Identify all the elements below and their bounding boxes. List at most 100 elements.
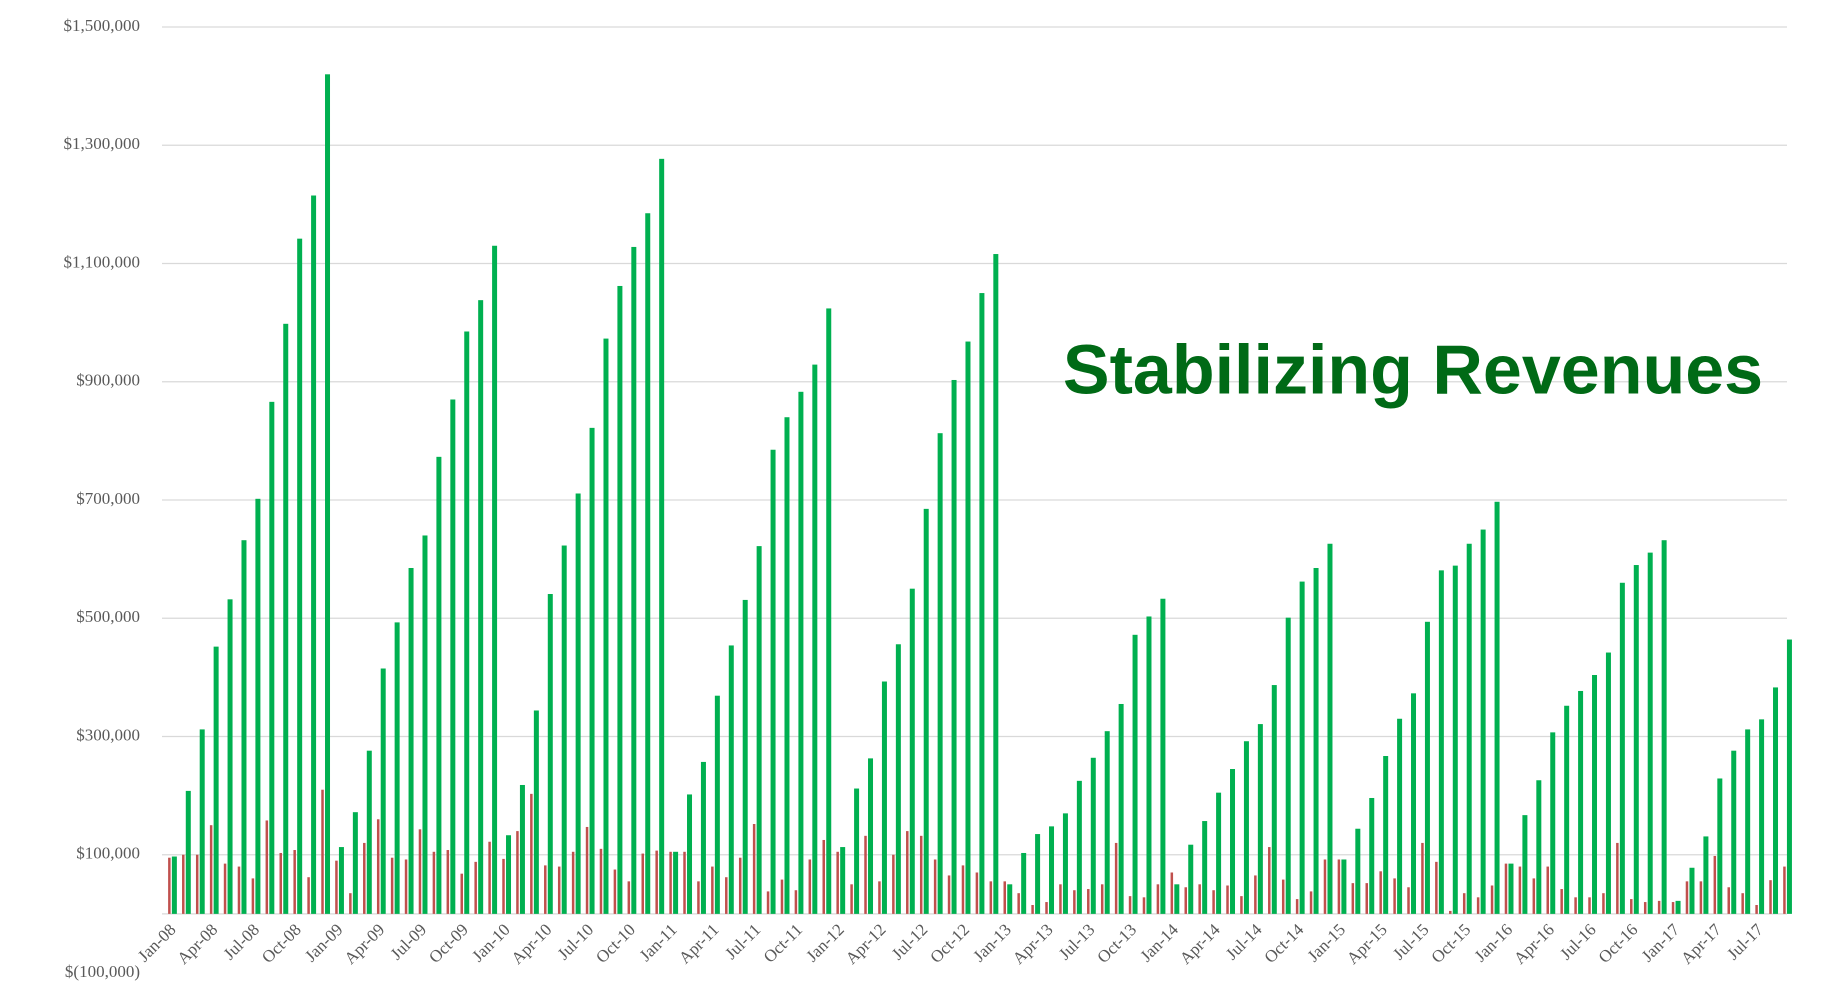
bar — [1045, 902, 1048, 914]
bar — [446, 850, 450, 914]
bar — [1421, 842, 1424, 914]
bar — [1504, 863, 1508, 914]
bar — [1184, 887, 1187, 914]
bar — [641, 853, 644, 914]
bar — [979, 293, 985, 914]
bar — [450, 399, 456, 914]
bar — [766, 891, 770, 914]
bar — [742, 599, 748, 914]
bar — [1337, 859, 1341, 914]
bar — [506, 835, 512, 914]
bar — [1007, 884, 1013, 914]
bar — [213, 646, 219, 914]
bar — [1188, 844, 1194, 914]
bar — [297, 238, 303, 914]
bar — [1605, 652, 1611, 914]
bar — [1003, 881, 1006, 914]
bar — [432, 851, 436, 914]
bar — [1076, 780, 1082, 914]
bar — [168, 857, 171, 914]
bar — [338, 847, 344, 914]
bar — [1226, 885, 1229, 914]
bar — [307, 877, 310, 914]
bar — [1035, 834, 1041, 914]
bar — [1633, 565, 1639, 914]
bar — [1536, 780, 1542, 914]
bar — [961, 865, 965, 914]
bar — [1699, 881, 1703, 914]
bar — [756, 546, 762, 914]
bar — [561, 545, 567, 914]
bar — [394, 622, 400, 914]
bar — [1532, 878, 1536, 914]
bar — [1462, 893, 1466, 914]
bar — [1643, 902, 1647, 914]
bar — [1393, 878, 1396, 914]
bar — [711, 866, 714, 914]
bar — [780, 879, 784, 914]
bar — [1602, 893, 1605, 914]
bar — [1174, 884, 1180, 914]
bar — [335, 860, 338, 914]
bar — [989, 881, 993, 914]
bar — [1661, 540, 1667, 914]
bar — [1773, 687, 1779, 914]
bar — [1522, 815, 1528, 914]
bar — [251, 878, 255, 914]
bar — [533, 710, 539, 914]
bar — [1657, 900, 1661, 914]
bar — [923, 508, 929, 914]
bar — [1588, 897, 1591, 914]
bar — [1062, 813, 1068, 914]
bar — [519, 784, 525, 914]
bar — [464, 331, 470, 914]
bar — [752, 824, 756, 914]
bar — [655, 850, 658, 914]
bar — [1755, 905, 1758, 914]
bar — [1424, 621, 1430, 914]
bar — [840, 847, 846, 914]
bar — [237, 866, 241, 914]
bar — [1170, 872, 1174, 914]
bar — [687, 794, 693, 914]
bar — [269, 401, 275, 914]
bar — [1198, 884, 1201, 914]
bar — [1049, 826, 1055, 914]
bar — [673, 851, 679, 914]
bar — [1243, 741, 1249, 914]
bar — [738, 857, 742, 914]
bar — [1059, 884, 1062, 914]
y-tick-label: $1,300,000 — [64, 134, 141, 153]
bar — [293, 850, 296, 914]
bar — [1257, 724, 1263, 914]
bar — [1355, 828, 1361, 914]
bar — [325, 74, 331, 914]
bar — [1268, 847, 1271, 914]
bar — [822, 839, 825, 914]
bar — [1100, 884, 1104, 914]
bar — [516, 831, 519, 914]
bar — [1435, 861, 1438, 914]
bar — [209, 825, 213, 914]
bar — [255, 498, 261, 914]
bar — [1230, 769, 1236, 914]
bar — [850, 884, 853, 914]
bar — [1383, 756, 1389, 914]
bar — [1254, 875, 1257, 914]
bar — [951, 379, 957, 914]
y-tick-label: $1,100,000 — [64, 252, 141, 271]
bar — [321, 789, 324, 914]
bar — [933, 859, 937, 914]
bar — [812, 364, 818, 914]
bar — [575, 493, 581, 914]
bar — [1508, 863, 1514, 914]
y-tick-label: $(100,000) — [65, 962, 140, 981]
bar — [1128, 896, 1132, 914]
bar — [557, 866, 561, 914]
bar — [1160, 598, 1166, 914]
bar — [770, 449, 776, 914]
bar — [279, 852, 282, 914]
bar — [199, 729, 205, 914]
bar — [826, 308, 832, 914]
